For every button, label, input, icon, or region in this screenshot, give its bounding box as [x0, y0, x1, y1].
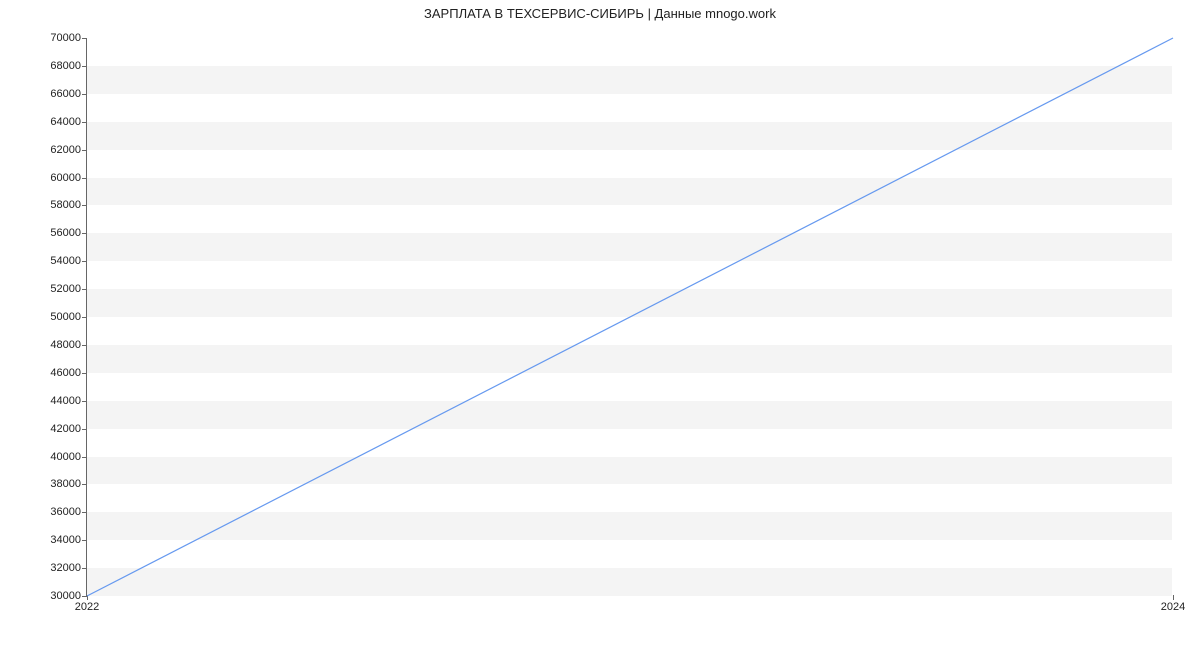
y-tick-label: 62000 [50, 144, 81, 156]
y-tick-label: 54000 [50, 255, 81, 267]
y-tick-label: 36000 [50, 506, 81, 518]
y-tick-label: 48000 [50, 339, 81, 351]
series-line-salary [87, 38, 1173, 596]
y-tick-label: 34000 [50, 534, 81, 546]
series-layer [87, 38, 1173, 596]
y-tick-label: 44000 [50, 395, 81, 407]
y-tick-label: 58000 [50, 199, 81, 211]
y-tick-label: 60000 [50, 172, 81, 184]
y-tick-label: 38000 [50, 478, 81, 490]
y-tick-label: 66000 [50, 88, 81, 100]
y-tick-label: 68000 [50, 60, 81, 72]
y-tick-label: 64000 [50, 116, 81, 128]
y-tick-label: 46000 [50, 367, 81, 379]
y-tick-label: 70000 [50, 32, 81, 44]
y-tick-label: 56000 [50, 227, 81, 239]
y-tick-label: 40000 [50, 451, 81, 463]
chart-title: ЗАРПЛАТА В ТЕХСЕРВИС-СИБИРЬ | Данные mno… [0, 6, 1200, 21]
y-tick-label: 50000 [50, 311, 81, 323]
y-tick-label: 42000 [50, 423, 81, 435]
salary-line-chart: ЗАРПЛАТА В ТЕХСЕРВИС-СИБИРЬ | Данные mno… [0, 0, 1200, 650]
x-tick-mark [1173, 595, 1174, 600]
x-tick-label: 2022 [75, 601, 99, 613]
y-tick-label: 32000 [50, 562, 81, 574]
plot-area: 3000032000340003600038000400004200044000… [86, 38, 1172, 596]
x-tick-label: 2024 [1161, 601, 1185, 613]
y-tick-label: 52000 [50, 283, 81, 295]
